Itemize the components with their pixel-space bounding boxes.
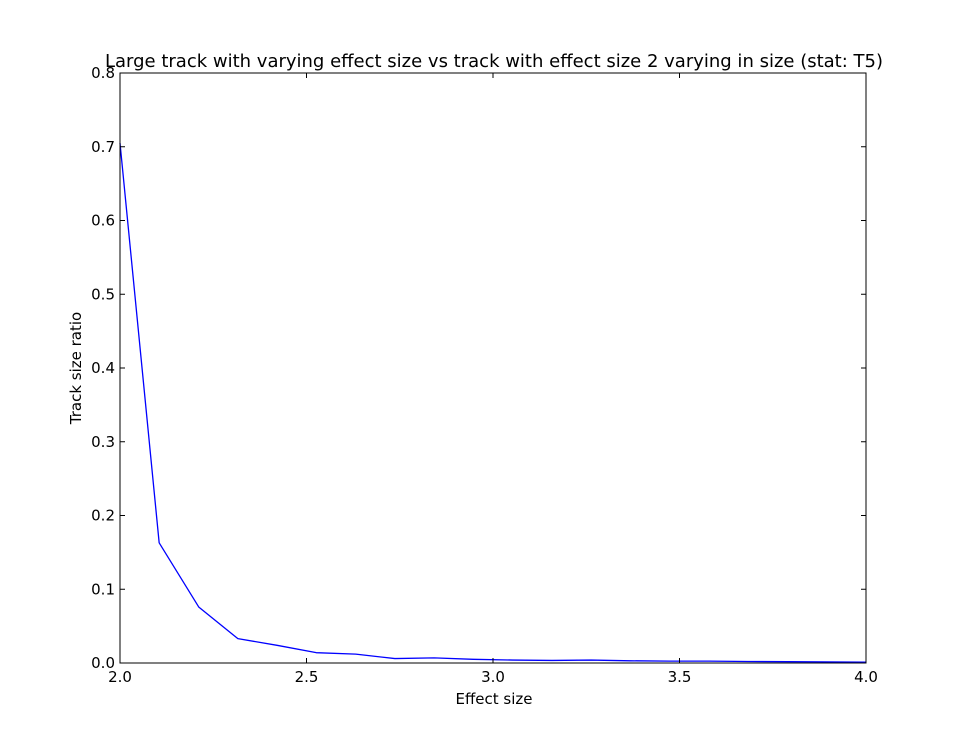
series-line-0 [119, 142, 867, 663]
y-tick-label: 0.8 [91, 64, 115, 82]
y-axis-label: Track size ratio [67, 312, 85, 425]
x-tick-label: 2.0 [108, 668, 132, 686]
y-tick-label: 0.5 [91, 285, 115, 303]
x-tick-label: 3.0 [481, 668, 505, 686]
y-tick-label: 0.6 [91, 212, 115, 230]
plot-area: 2.0 2.5 3.0 3.5 4.0 0.0 0.1 0.2 0.3 0.4 0.5 0.6 0.7 0… [91, 64, 878, 686]
x-tick-label: 4.0 [854, 668, 878, 686]
x-tick-label: 3.5 [668, 668, 692, 686]
y-tick-label: 0.3 [91, 433, 115, 451]
y-tick-label: 0.0 [91, 654, 115, 672]
y-tick-label: 0.2 [91, 507, 115, 525]
chart-title: Large track with varying effect size vs … [105, 51, 883, 72]
plot-frame [119, 72, 867, 664]
x-axis-label: Effect size [455, 690, 532, 708]
y-tick-label: 0.7 [91, 138, 115, 156]
y-tick-label: 0.1 [91, 580, 115, 598]
y-tick-label: 0.4 [91, 359, 115, 377]
x-tick-label: 2.5 [295, 668, 319, 686]
